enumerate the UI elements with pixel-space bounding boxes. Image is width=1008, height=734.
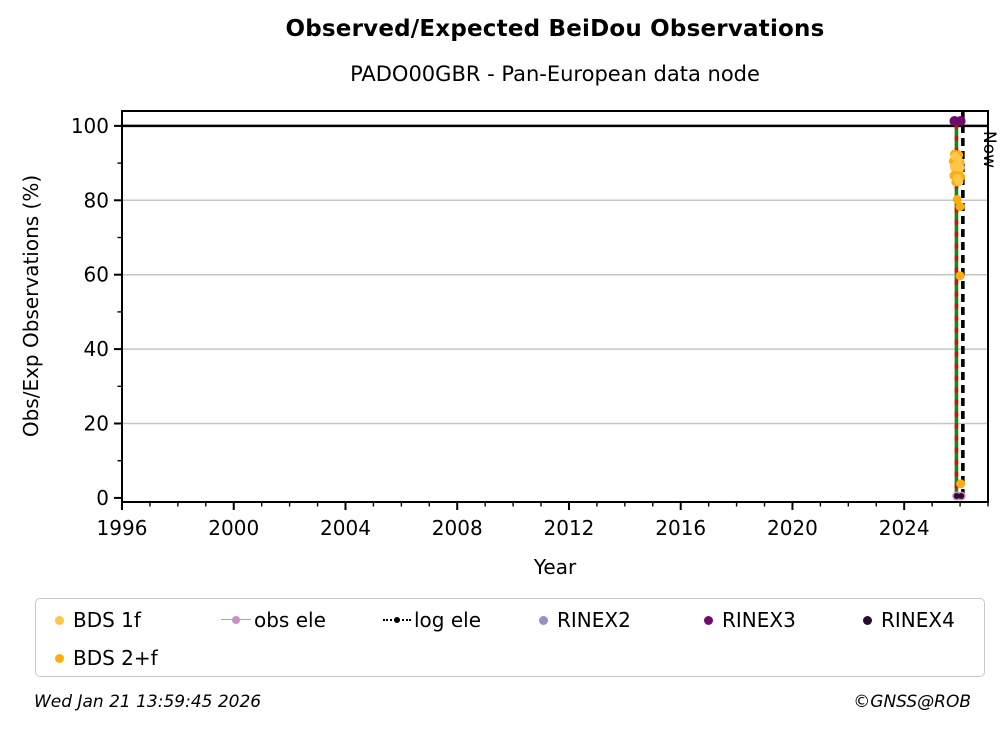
legend-item-bds-2f: BDS 2+f <box>55 643 158 673</box>
chart-title: Observed/Expected BeiDou Observations <box>285 16 825 42</box>
rinex2-dot-icon <box>539 615 548 625</box>
legend-label: BDS 2+f <box>73 646 158 670</box>
legend-label: log ele <box>414 608 482 632</box>
rinex4-dot-icon <box>863 615 872 625</box>
svg-text:2008: 2008 <box>432 516 483 540</box>
legend-item-rinex2: RINEX2 <box>539 605 631 635</box>
copyright: ©GNSS@ROB <box>853 692 971 712</box>
chart-subtitle: PADO00GBR - Pan-European data node <box>350 62 760 86</box>
svg-text:2024: 2024 <box>879 516 930 540</box>
svg-text:80: 80 <box>84 188 109 212</box>
legend: BDS 1f obs ele log ele RINEX2 RINEX3 RIN… <box>35 598 985 677</box>
svg-text:2020: 2020 <box>767 516 818 540</box>
legend-label: RINEX2 <box>557 608 631 632</box>
legend-label: obs ele <box>254 608 326 632</box>
bds-1f-dot-icon <box>55 615 64 625</box>
svg-text:100: 100 <box>71 114 109 138</box>
svg-text:0: 0 <box>96 486 109 510</box>
rinex3-dot-icon <box>704 615 713 625</box>
y-axis-label: Obs/Exp Observations (%) <box>19 174 43 438</box>
legend-label: BDS 1f <box>73 608 141 632</box>
x-axis-label: Year <box>533 555 577 579</box>
legend-item-obs-ele: obs ele <box>221 605 326 635</box>
legend-item-rinex3: RINEX3 <box>704 605 796 635</box>
timestamp: Wed Jan 21 13:59:45 2026 <box>34 692 262 712</box>
svg-text:2004: 2004 <box>320 516 371 540</box>
log-ele-line-icon <box>383 614 411 626</box>
obs-ele-line-icon <box>221 614 251 626</box>
svg-text:2012: 2012 <box>544 516 595 540</box>
svg-text:60: 60 <box>84 263 109 287</box>
legend-item-rinex4: RINEX4 <box>863 605 955 635</box>
bds-2f-dot-icon <box>55 653 64 663</box>
svg-text:20: 20 <box>84 412 109 436</box>
svg-text:2000: 2000 <box>208 516 259 540</box>
legend-item-log-ele: log ele <box>383 605 481 635</box>
legend-label: RINEX3 <box>722 608 796 632</box>
svg-text:2016: 2016 <box>655 516 706 540</box>
legend-item-bds-1f: BDS 1f <box>55 605 141 635</box>
svg-text:1996: 1996 <box>97 516 148 540</box>
svg-text:40: 40 <box>84 337 109 361</box>
legend-label: RINEX4 <box>881 608 955 632</box>
